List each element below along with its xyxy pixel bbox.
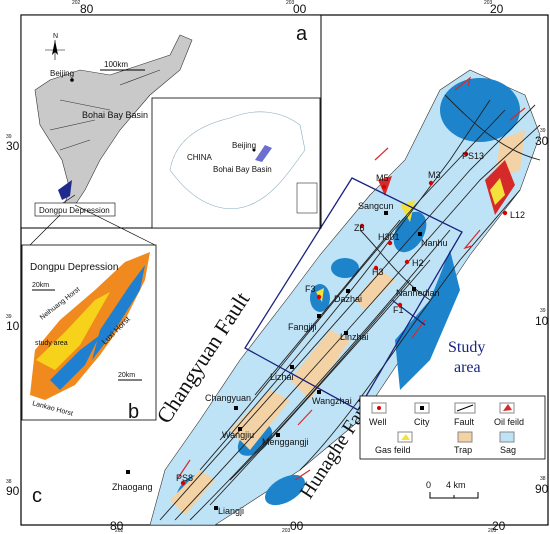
coord-prefix: 39 <box>6 134 12 140</box>
coord-prefix: 39 <box>6 314 12 320</box>
label: Beijing <box>50 69 74 78</box>
coord-label: 80 <box>80 2 94 16</box>
panel-label: a <box>296 23 308 45</box>
legend-label: Oil feild <box>494 417 524 427</box>
place-label: Zhaogang <box>112 482 153 492</box>
coordinates: 202 80 203 00 203 20 202 80 203 00 203 2… <box>6 0 549 534</box>
label: Beijing <box>232 141 256 150</box>
legend-label: Gas feild <box>375 445 411 455</box>
coord-prefix: 203 <box>282 528 291 534</box>
panel-label: c <box>32 485 42 507</box>
label: Dongpu Depression <box>39 206 110 215</box>
coord-prefix: 38 <box>6 479 12 485</box>
coord-label: 80 <box>110 519 124 533</box>
place-label: Wangjiu <box>222 430 254 440</box>
coord-label: 10 <box>6 319 20 333</box>
place-label: Menggangji <box>262 437 309 447</box>
inset-b: Dongpu Depression 20km Neihuang Horst Lu… <box>21 204 157 423</box>
place-label: F3 <box>305 284 316 294</box>
place-label: M5 <box>376 173 389 183</box>
place-label: Liangji <box>218 506 244 516</box>
coord-prefix: 202 <box>72 0 81 6</box>
legend-label: City <box>414 417 430 427</box>
place-label: F1 <box>393 305 404 315</box>
coord-label: 20 <box>490 2 504 16</box>
label: Bohai Bay Basin <box>82 110 148 120</box>
coord-prefix: 39 <box>540 128 546 134</box>
label: N <box>53 33 58 40</box>
scale-label: 4 km <box>446 480 466 490</box>
place-label: H301 <box>378 232 400 242</box>
place-label: H2 <box>412 258 424 268</box>
place-label: Linzhai <box>340 332 369 342</box>
coord-label: 30 <box>535 134 549 148</box>
study-area-label: area <box>454 359 481 376</box>
coord-label: 30 <box>6 139 20 153</box>
place-label: Lizhai <box>270 372 294 382</box>
label: 20km <box>118 372 135 379</box>
places: PS13 M5 M3 L12 Sangcun Z6 H301 Nanhu H3 … <box>112 151 525 516</box>
study-area-label: Study <box>448 339 485 356</box>
label: CHINA <box>187 153 213 162</box>
place-label: Dazhai <box>334 294 362 304</box>
coord-label: 90 <box>535 482 549 496</box>
place-label: Changyuan <box>205 393 251 403</box>
coord-prefix: 203 <box>286 0 295 6</box>
place-label: H3 <box>372 267 384 277</box>
coord-label: 00 <box>293 2 307 16</box>
label: Dongpu Depression <box>30 262 118 273</box>
legend-label: Trap <box>454 445 472 455</box>
coord-label: 00 <box>290 519 304 533</box>
coord-label: 20 <box>492 519 506 533</box>
place-label: PS13 <box>462 151 484 161</box>
scale-label: 0 <box>426 480 431 490</box>
place-label: L12 <box>510 210 525 220</box>
place-label: Nanhedian <box>396 288 440 298</box>
place-label: PS8 <box>176 473 193 483</box>
label: 20km <box>32 282 49 289</box>
coord-label: 10 <box>535 314 549 328</box>
panel-label: b <box>128 401 139 423</box>
label: Bohai Bay Basin <box>213 165 272 174</box>
legend-label: Well <box>369 417 386 427</box>
coord-prefix: 203 <box>484 0 493 6</box>
place-label: Wangzhai <box>312 396 352 406</box>
legend-label: Fault <box>454 417 475 427</box>
legend-label: Sag <box>500 445 516 455</box>
study-area-pointer <box>391 299 426 326</box>
place-label: Z6 <box>354 223 365 233</box>
legend: Well City Fault Oil feild Gas feild Trap… <box>359 395 546 460</box>
coord-prefix: 203 <box>488 528 497 534</box>
inset-a: Dongpu Depression N Beijing 100km Bohai … <box>20 14 322 229</box>
label: 100km <box>104 60 128 69</box>
coord-label: 90 <box>6 484 20 498</box>
place-label: M3 <box>428 170 441 180</box>
place-label: Fangjiji <box>288 322 317 332</box>
coord-prefix: 38 <box>540 476 546 482</box>
label: study area <box>35 340 68 347</box>
coord-prefix: 39 <box>540 308 546 314</box>
place-label: Nanhu <box>421 238 448 248</box>
scale-bar: 0 4 km <box>426 480 479 499</box>
coord-prefix: 202 <box>115 528 124 534</box>
place-label: Sangcun <box>358 201 394 211</box>
study-area-box <box>244 177 463 411</box>
